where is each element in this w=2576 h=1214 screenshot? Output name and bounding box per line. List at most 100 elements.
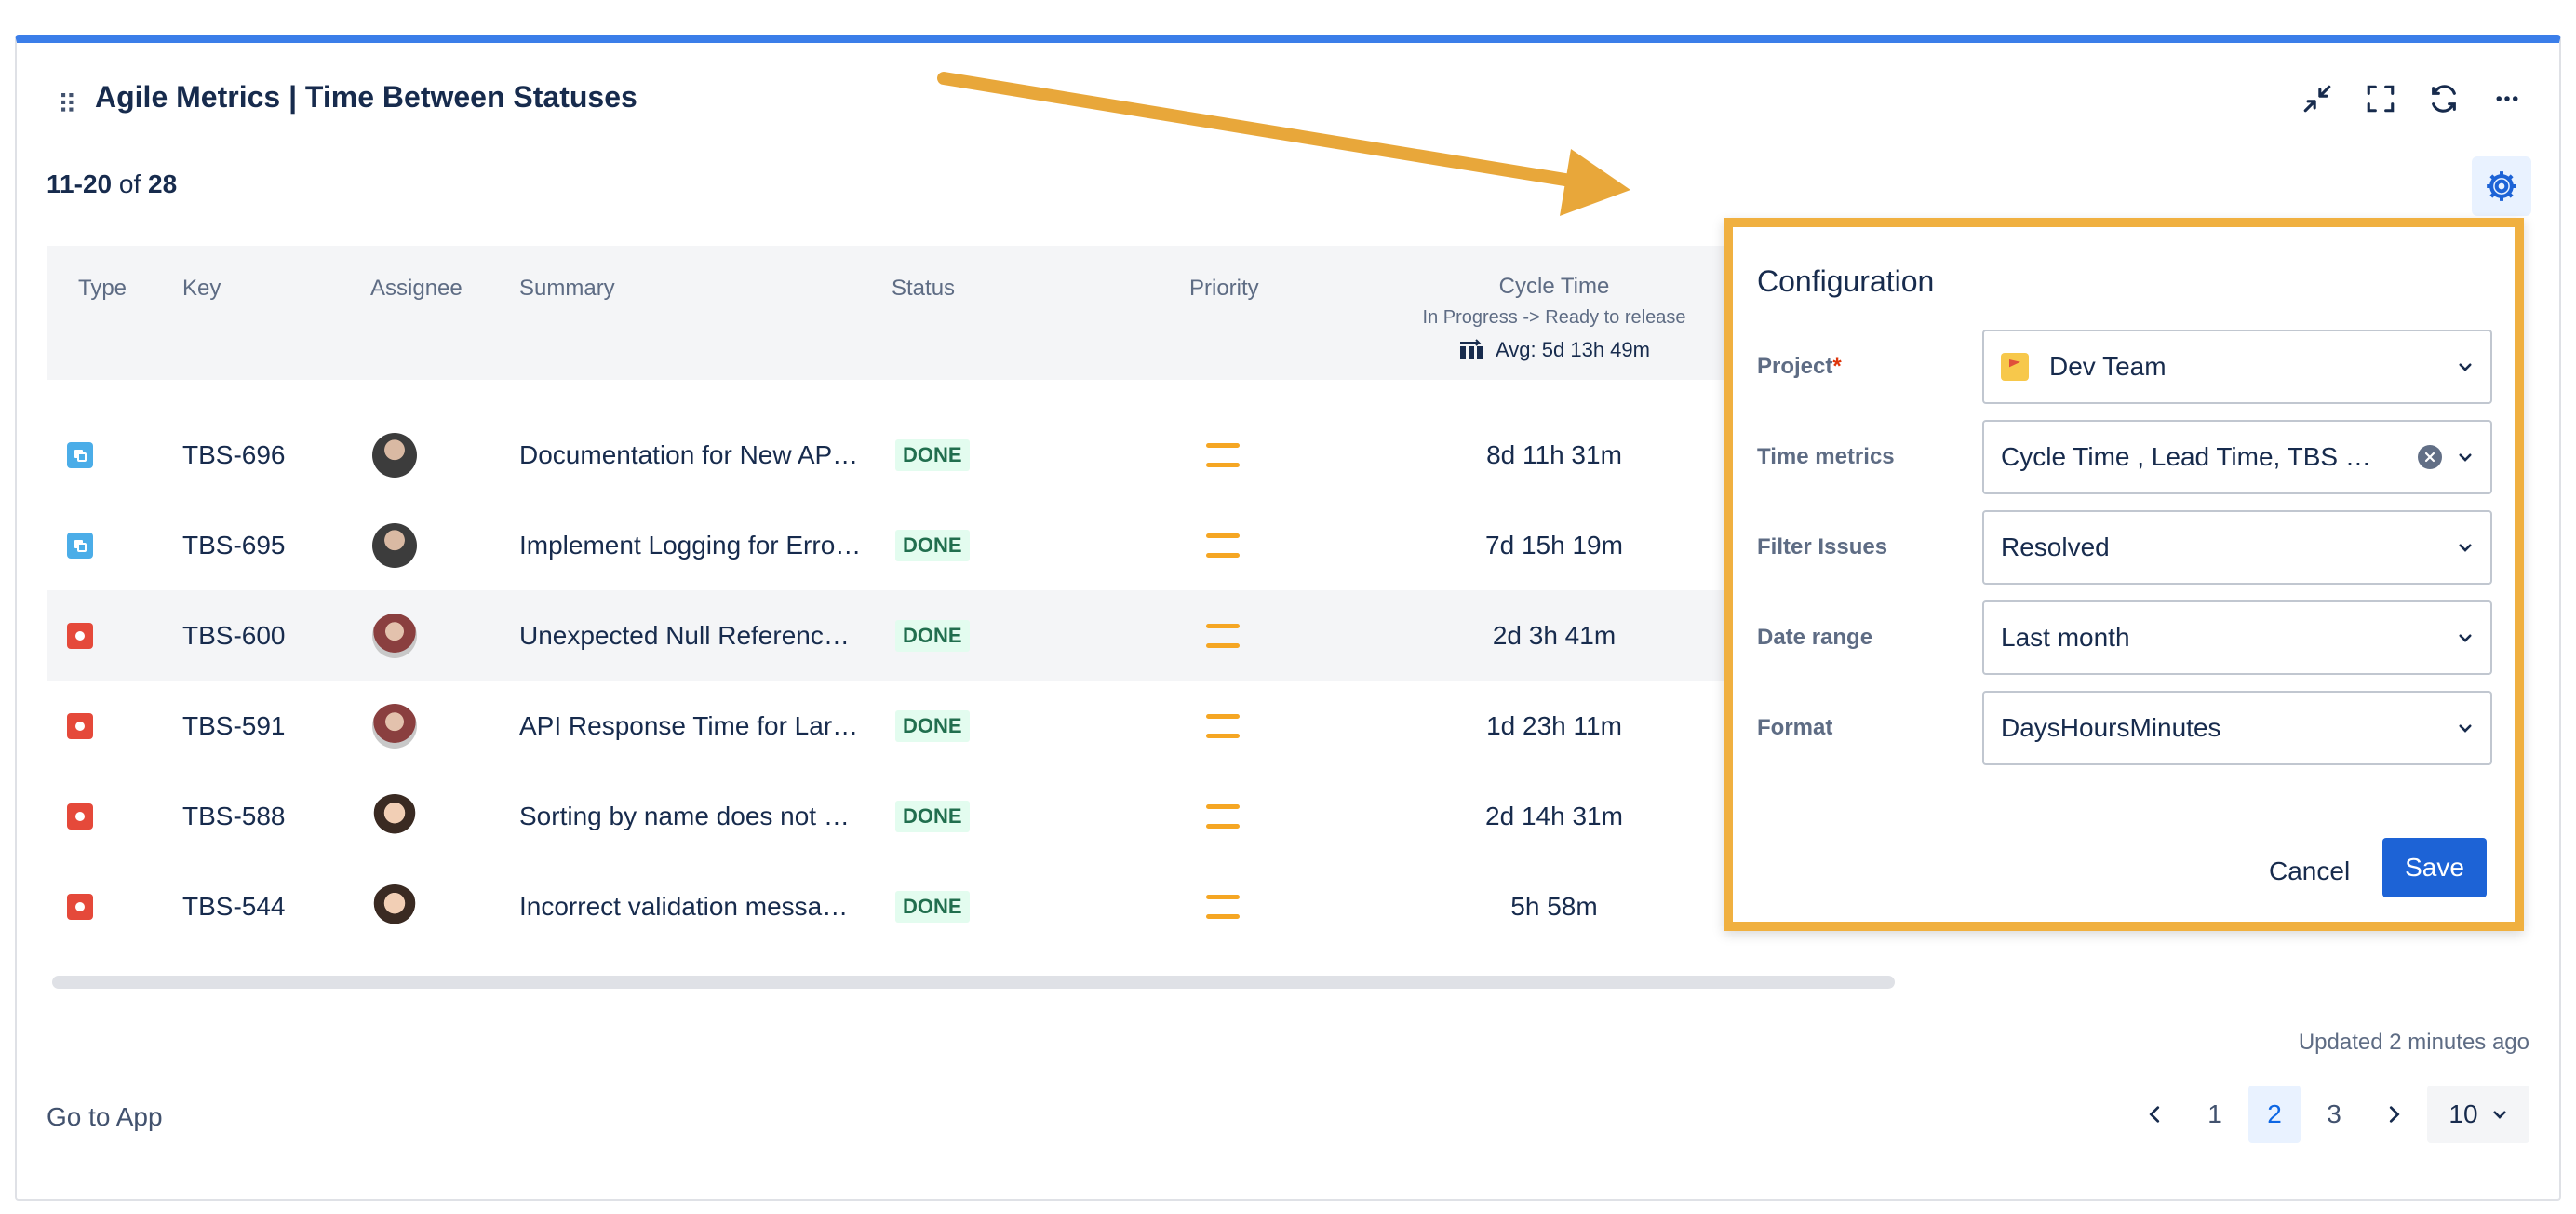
- bug-icon: [67, 803, 93, 830]
- drag-handle-icon[interactable]: ⠿: [58, 90, 76, 119]
- configuration-title: Configuration: [1757, 264, 1935, 298]
- format-row: Format DaysHoursMinutes: [1757, 691, 2502, 765]
- col-summary[interactable]: Summary: [519, 276, 615, 301]
- avatar[interactable]: [372, 613, 417, 658]
- status-badge: DONE: [895, 529, 970, 561]
- col-type[interactable]: Type: [78, 276, 127, 301]
- task-icon: [67, 532, 93, 559]
- table-row[interactable]: TBS-588 Sorting by name does not … DONE …: [47, 771, 1945, 861]
- go-to-app-link[interactable]: Go to App: [47, 1102, 163, 1131]
- time-metrics-select[interactable]: Cycle Time , Lead Time, TBS …: [1982, 420, 2492, 494]
- table-row[interactable]: TBS-591 API Response Time for Lar… DONE …: [47, 681, 1945, 771]
- gear-icon: [2487, 171, 2516, 201]
- average-chart-icon: [1460, 339, 1483, 359]
- cycle-time-transition: In Progress -> Ready to release: [1422, 307, 1686, 328]
- status-badge: DONE: [895, 438, 970, 471]
- pagination: 1 2 3 10: [2129, 1086, 2529, 1143]
- avatar[interactable]: [372, 884, 417, 929]
- project-flag-icon: [2001, 353, 2029, 381]
- cycle-time-average: Avg: 5d 13h 49m: [1387, 338, 1722, 362]
- page-button-2[interactable]: 2: [2248, 1086, 2301, 1143]
- horizontal-scrollbar[interactable]: [52, 976, 1895, 989]
- project-row: Project* Dev Team: [1757, 330, 2502, 404]
- issue-key[interactable]: TBS-591: [182, 710, 286, 740]
- issue-summary[interactable]: Documentation for New AP…: [519, 439, 859, 469]
- cycle-time-value: 1d 23h 11m: [1486, 710, 1622, 740]
- date-range-select[interactable]: Last month: [1982, 600, 2492, 675]
- filter-issues-select[interactable]: Resolved: [1982, 510, 2492, 585]
- filter-issues-label: Filter Issues: [1757, 534, 1888, 560]
- settings-button[interactable]: [2472, 156, 2531, 216]
- issue-summary[interactable]: Incorrect validation messa…: [519, 891, 849, 921]
- status-badge: DONE: [895, 619, 970, 652]
- page-button-3[interactable]: 3: [2327, 1099, 2341, 1128]
- date-range-row: Date range Last month: [1757, 600, 2502, 675]
- avatar[interactable]: [372, 793, 417, 839]
- avatar[interactable]: [372, 432, 417, 478]
- issue-key[interactable]: TBS-588: [182, 801, 286, 830]
- table-row[interactable]: TBS-696 Documentation for New AP… DONE 8…: [47, 410, 1945, 500]
- issue-key[interactable]: TBS-696: [182, 439, 286, 469]
- project-select[interactable]: Dev Team: [1982, 330, 2492, 404]
- format-select[interactable]: DaysHoursMinutes: [1982, 691, 2492, 765]
- issue-summary[interactable]: API Response Time for Lar…: [519, 710, 859, 740]
- col-cycle-time[interactable]: Cycle Time In Progress -> Ready to relea…: [1387, 274, 1722, 362]
- cycle-time-value: 7d 15h 19m: [1485, 530, 1623, 560]
- bug-icon: [67, 712, 93, 739]
- col-key[interactable]: Key: [182, 276, 221, 301]
- col-assignee[interactable]: Assignee: [370, 276, 463, 301]
- page-button-1[interactable]: 1: [2207, 1099, 2222, 1128]
- issue-key[interactable]: TBS-695: [182, 530, 286, 560]
- issues-table: Type Key Assignee Summary Status Priorit…: [47, 246, 1945, 929]
- avatar[interactable]: [372, 703, 417, 749]
- save-button[interactable]: Save: [2382, 838, 2487, 897]
- cycle-time-title: Cycle Time: [1498, 274, 1610, 299]
- col-status[interactable]: Status: [892, 276, 956, 301]
- cycle-time-value: 5h 58m: [1510, 891, 1598, 921]
- cancel-button[interactable]: Cancel: [2250, 842, 2368, 901]
- chevron-right-icon: [2389, 1106, 2400, 1123]
- chevron-down-icon: [2459, 544, 2472, 552]
- header-actions: [2299, 80, 2526, 117]
- priority-medium-icon: [1206, 803, 1240, 829]
- priority-medium-icon: [1206, 894, 1240, 919]
- date-range-label: Date range: [1757, 625, 1873, 650]
- priority-medium-icon: [1206, 442, 1240, 467]
- table-row[interactable]: TBS-544 Incorrect validation messa… DONE…: [47, 861, 1945, 951]
- priority-medium-icon: [1206, 713, 1240, 738]
- status-badge: DONE: [895, 890, 970, 923]
- refresh-icon[interactable]: [2425, 80, 2462, 117]
- next-page-button[interactable]: [2368, 1086, 2420, 1143]
- prev-page-button[interactable]: [2129, 1086, 2181, 1143]
- filter-issues-row: Filter Issues Resolved: [1757, 510, 2502, 585]
- page-size-select[interactable]: 10: [2427, 1086, 2529, 1143]
- chevron-down-icon: [2459, 363, 2472, 371]
- table-row[interactable]: TBS-600 Unexpected Null Referenc… DONE 2…: [47, 590, 1945, 681]
- minimize-icon[interactable]: [2299, 80, 2336, 117]
- chevron-down-icon: [2493, 1111, 2506, 1119]
- updated-timestamp: Updated 2 minutes ago: [2298, 1030, 2529, 1055]
- priority-medium-icon: [1206, 533, 1240, 558]
- gadget-title: Agile Metrics | Time Between Statuses: [95, 80, 637, 114]
- issue-key[interactable]: TBS-544: [182, 891, 286, 921]
- col-priority[interactable]: Priority: [1189, 276, 1259, 301]
- issue-summary[interactable]: Unexpected Null Referenc…: [519, 620, 850, 650]
- priority-medium-icon: [1206, 623, 1240, 648]
- chevron-down-icon: [2459, 453, 2472, 462]
- table-header: Type Key Assignee Summary Status Priorit…: [47, 246, 1945, 380]
- project-label: Project*: [1757, 354, 1842, 379]
- issue-summary[interactable]: Implement Logging for Erro…: [519, 530, 862, 560]
- avatar[interactable]: [372, 522, 417, 568]
- format-label: Format: [1757, 715, 1833, 740]
- fullscreen-icon[interactable]: [2362, 80, 2399, 117]
- range-counter: 11-20 of 28: [47, 169, 178, 198]
- table-row[interactable]: TBS-695 Implement Logging for Erro… DONE…: [47, 500, 1945, 590]
- configuration-panel: Configuration Project* Dev Team Time met…: [1724, 218, 2524, 931]
- task-icon: [67, 441, 93, 468]
- issue-key[interactable]: TBS-600: [182, 620, 286, 650]
- cycle-time-value: 2d 3h 41m: [1492, 620, 1617, 650]
- issue-summary[interactable]: Sorting by name does not …: [519, 801, 850, 830]
- clear-icon[interactable]: [2418, 445, 2442, 469]
- status-badge: DONE: [895, 800, 970, 832]
- more-icon[interactable]: [2489, 80, 2526, 117]
